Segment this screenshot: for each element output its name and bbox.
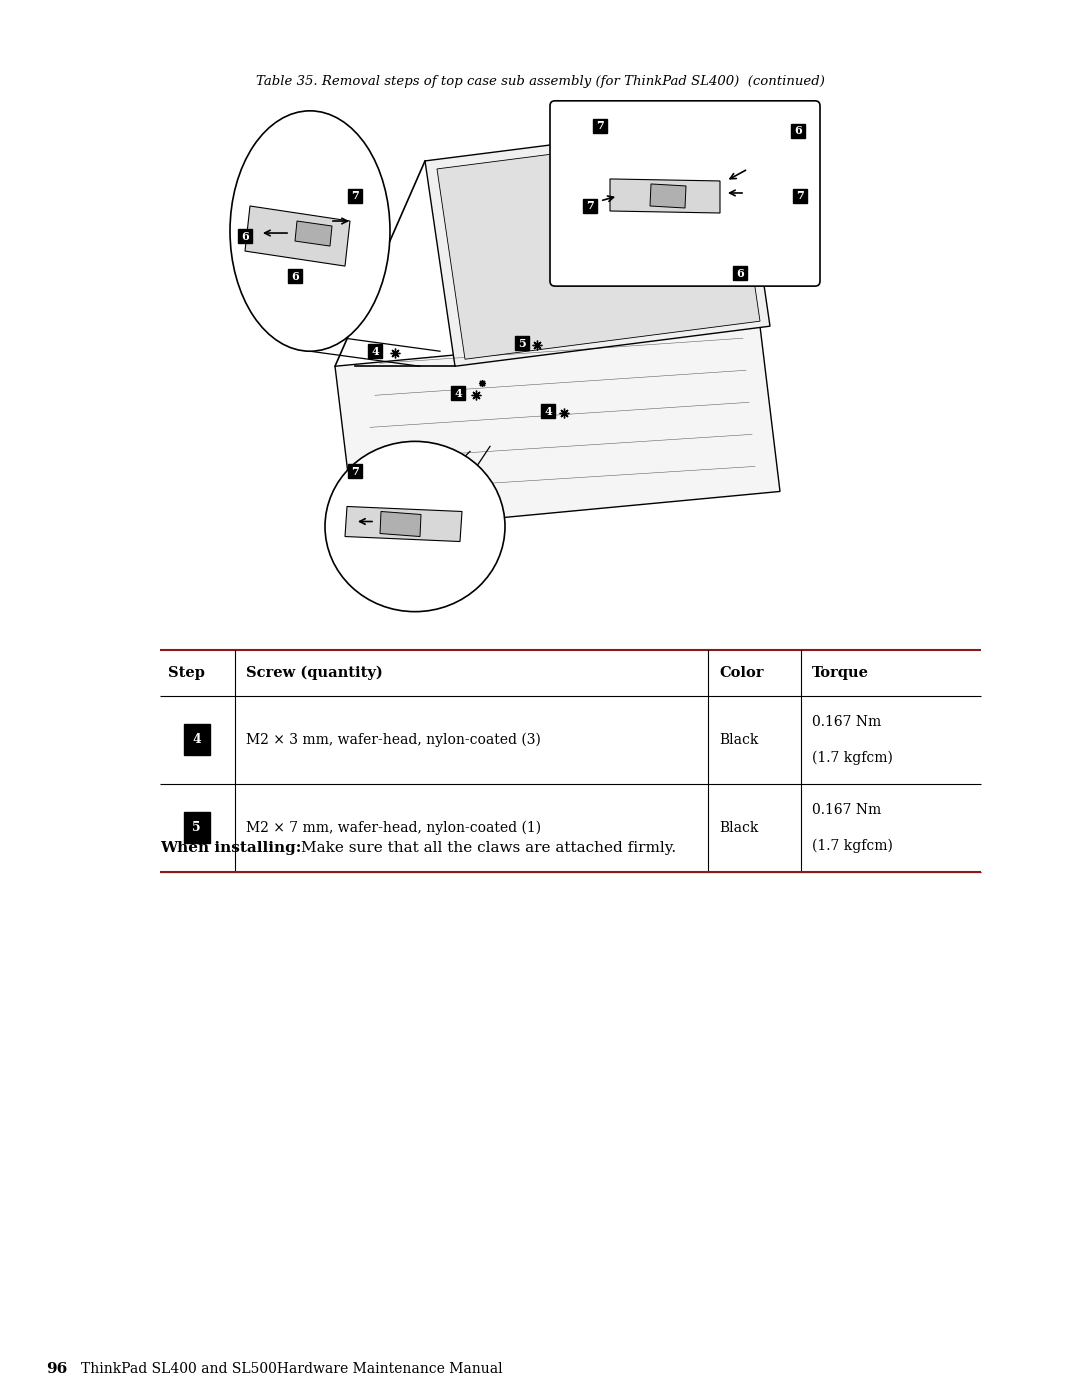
Polygon shape	[610, 179, 720, 212]
Text: 5: 5	[192, 821, 201, 834]
Text: Table 35. Removal steps of top case sub assembly (for ThinkPad SL400)  (continue: Table 35. Removal steps of top case sub …	[256, 74, 824, 88]
FancyBboxPatch shape	[184, 813, 210, 844]
Polygon shape	[245, 205, 350, 265]
Polygon shape	[335, 326, 780, 531]
Bar	[593, 119, 607, 133]
Text: 7: 7	[586, 201, 594, 211]
Text: ThinkPad SL400 and SL500Hardware Maintenance Manual: ThinkPad SL400 and SL500Hardware Mainten…	[81, 1362, 502, 1376]
Text: 0.167 Nm: 0.167 Nm	[812, 802, 881, 817]
Text: 6: 6	[794, 126, 801, 137]
Text: 4: 4	[192, 733, 201, 746]
Bar	[451, 387, 465, 401]
Bar	[541, 404, 555, 418]
Bar	[238, 229, 252, 243]
Text: Make sure that all the claws are attached firmly.: Make sure that all the claws are attache…	[301, 841, 676, 855]
Bar	[791, 124, 805, 138]
Polygon shape	[380, 511, 421, 536]
Ellipse shape	[230, 110, 390, 351]
Text: Black: Black	[719, 732, 758, 747]
Text: 6: 6	[292, 271, 299, 282]
Text: Black: Black	[719, 820, 758, 835]
Text: 4: 4	[544, 405, 552, 416]
Text: 96: 96	[45, 1362, 67, 1376]
Text: 4: 4	[372, 345, 379, 356]
Polygon shape	[345, 507, 462, 542]
Text: 4: 4	[454, 388, 462, 398]
Text: (1.7 kgfcm): (1.7 kgfcm)	[812, 750, 893, 766]
Text: Color: Color	[719, 665, 764, 680]
Text: 7: 7	[351, 190, 359, 201]
Text: 6: 6	[241, 231, 248, 242]
Polygon shape	[650, 184, 686, 208]
Text: (1.7 kgfcm): (1.7 kgfcm)	[812, 838, 893, 854]
Ellipse shape	[325, 441, 505, 612]
Polygon shape	[426, 122, 770, 366]
Bar	[0, 84, 1080, 622]
Text: Torque: Torque	[812, 665, 869, 680]
Bar	[793, 189, 807, 203]
Text: 7: 7	[796, 190, 804, 201]
Text: M2 × 3 mm, wafer-head, nylon-coated (3): M2 × 3 mm, wafer-head, nylon-coated (3)	[246, 732, 541, 747]
FancyBboxPatch shape	[184, 724, 210, 754]
Text: 7: 7	[351, 467, 359, 476]
Bar	[348, 464, 362, 478]
FancyBboxPatch shape	[550, 101, 820, 286]
Bar	[348, 189, 362, 203]
Text: Step: Step	[168, 665, 205, 680]
Bar	[288, 270, 302, 284]
Bar	[733, 265, 747, 281]
Polygon shape	[295, 221, 332, 246]
Text: M2 × 7 mm, wafer-head, nylon-coated (1): M2 × 7 mm, wafer-head, nylon-coated (1)	[246, 820, 541, 835]
Polygon shape	[437, 131, 760, 359]
Text: 0.167 Nm: 0.167 Nm	[812, 714, 881, 729]
Bar	[368, 344, 382, 358]
Text: When installing:: When installing:	[160, 841, 301, 855]
Text: Screw (quantity): Screw (quantity)	[246, 665, 383, 680]
Text: 5: 5	[518, 338, 526, 349]
Bar	[583, 198, 597, 212]
Text: 7: 7	[596, 120, 604, 131]
Bar	[515, 337, 529, 351]
Text: 6: 6	[737, 268, 744, 278]
